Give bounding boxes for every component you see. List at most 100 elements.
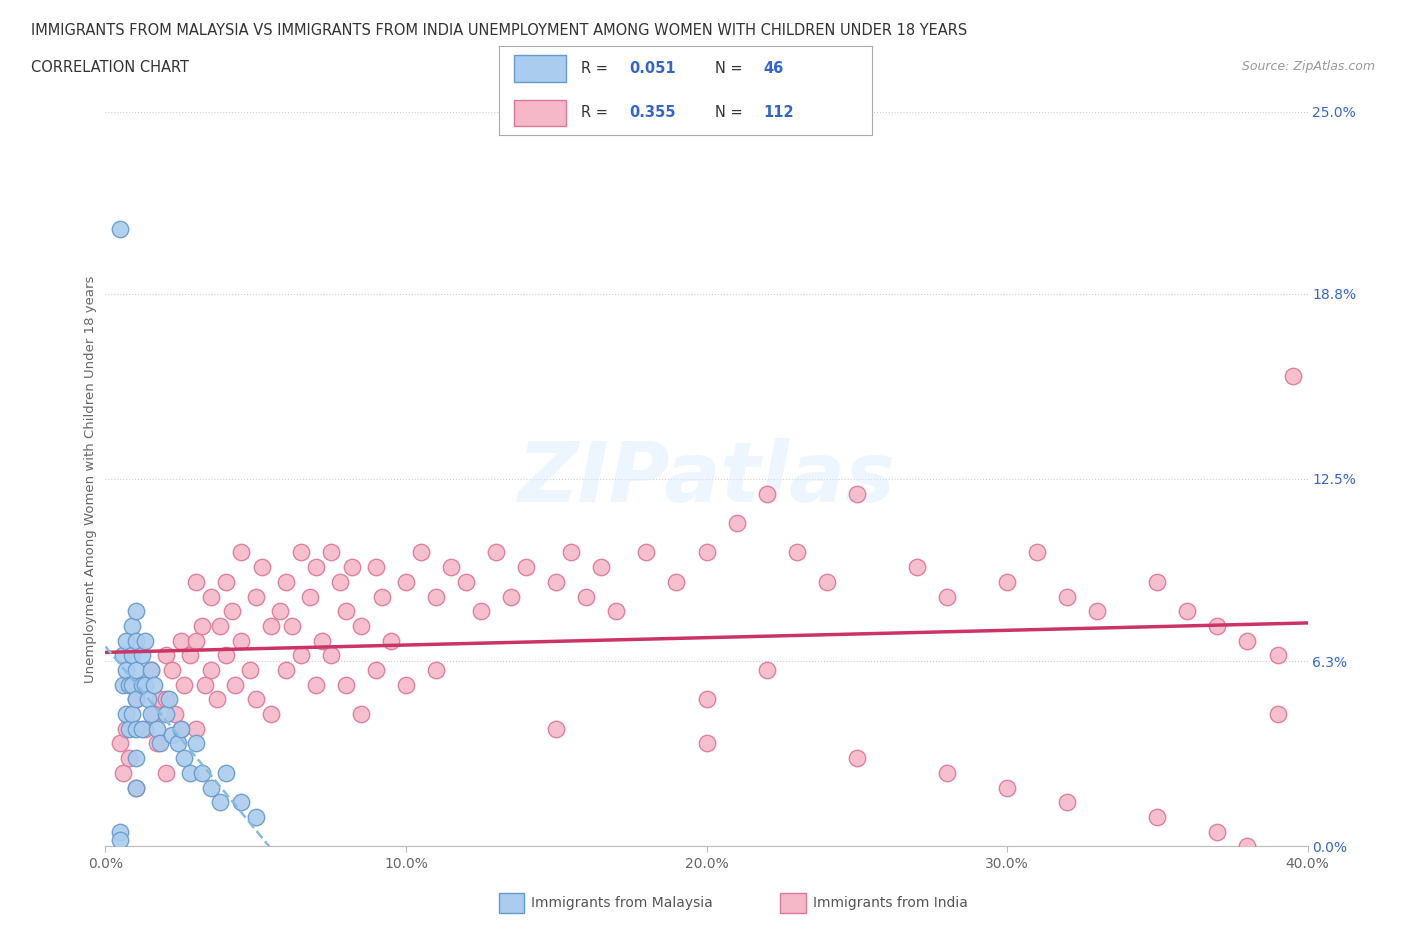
Point xyxy=(696,692,718,707)
Point xyxy=(409,545,432,560)
Point xyxy=(591,560,613,575)
Point xyxy=(1267,648,1289,663)
Point xyxy=(118,751,141,765)
Point xyxy=(200,589,222,604)
Point xyxy=(380,633,402,648)
Point xyxy=(329,575,352,590)
Point xyxy=(224,677,246,692)
Point xyxy=(755,662,778,677)
Text: N =: N = xyxy=(716,61,748,76)
Point xyxy=(245,809,267,824)
Point xyxy=(755,486,778,501)
Point xyxy=(995,780,1018,795)
Point xyxy=(725,515,748,530)
Text: 46: 46 xyxy=(763,61,785,76)
Point xyxy=(148,692,170,707)
Point xyxy=(112,677,135,692)
Point xyxy=(142,677,165,692)
Text: Source: ZipAtlas.com: Source: ZipAtlas.com xyxy=(1241,60,1375,73)
Point xyxy=(1206,824,1229,839)
Point xyxy=(118,722,141,737)
Point xyxy=(155,765,177,780)
Point xyxy=(214,648,236,663)
Point xyxy=(905,560,928,575)
Point xyxy=(1085,604,1108,618)
Point xyxy=(274,662,297,677)
Point xyxy=(110,833,132,848)
Point xyxy=(124,751,146,765)
Point xyxy=(229,633,252,648)
Point xyxy=(131,722,153,737)
Point xyxy=(845,486,868,501)
Point xyxy=(221,604,243,618)
Point xyxy=(208,795,231,810)
Point xyxy=(112,648,135,663)
Text: Immigrants from India: Immigrants from India xyxy=(813,896,967,910)
Point xyxy=(501,589,523,604)
Point xyxy=(139,707,162,722)
Text: N =: N = xyxy=(716,105,748,120)
Point xyxy=(340,560,363,575)
Point xyxy=(305,677,328,692)
Point xyxy=(124,722,146,737)
Point xyxy=(134,633,156,648)
Point xyxy=(115,662,138,677)
Point xyxy=(166,736,188,751)
Point xyxy=(440,560,463,575)
Point xyxy=(131,648,153,663)
Point xyxy=(229,795,252,810)
Point xyxy=(214,575,236,590)
Point xyxy=(364,560,387,575)
Point xyxy=(936,589,959,604)
Point xyxy=(169,722,191,737)
Point xyxy=(636,545,658,560)
Text: ZIPatlas: ZIPatlas xyxy=(517,438,896,520)
Point xyxy=(160,662,183,677)
Point xyxy=(145,736,167,751)
Text: IMMIGRANTS FROM MALAYSIA VS IMMIGRANTS FROM INDIA UNEMPLOYMENT AMONG WOMEN WITH : IMMIGRANTS FROM MALAYSIA VS IMMIGRANTS F… xyxy=(31,23,967,38)
Point xyxy=(665,575,688,590)
Point xyxy=(605,604,627,618)
Point xyxy=(281,618,304,633)
Point xyxy=(115,633,138,648)
Point xyxy=(1146,809,1168,824)
Point xyxy=(395,575,418,590)
Point xyxy=(110,824,132,839)
Point xyxy=(115,707,138,722)
Point xyxy=(425,662,447,677)
Point xyxy=(395,677,418,692)
Point xyxy=(350,707,373,722)
Point xyxy=(155,692,177,707)
Point xyxy=(1236,839,1258,854)
Point xyxy=(936,765,959,780)
Point xyxy=(260,707,283,722)
Point xyxy=(815,575,838,590)
Point xyxy=(124,692,146,707)
Point xyxy=(142,707,165,722)
Point xyxy=(184,722,207,737)
Point xyxy=(696,545,718,560)
Point xyxy=(1056,589,1078,604)
Point xyxy=(290,648,312,663)
Text: R =: R = xyxy=(581,105,613,120)
Point xyxy=(575,589,598,604)
Point xyxy=(364,662,387,677)
Point xyxy=(121,618,143,633)
Point xyxy=(470,604,492,618)
Point xyxy=(239,662,262,677)
Point xyxy=(136,692,159,707)
Point xyxy=(139,662,162,677)
Point xyxy=(371,589,394,604)
Text: 0.051: 0.051 xyxy=(630,61,676,76)
Y-axis label: Unemployment Among Women with Children Under 18 years: Unemployment Among Women with Children U… xyxy=(84,275,97,683)
Point xyxy=(290,545,312,560)
Point xyxy=(1026,545,1049,560)
Point xyxy=(245,589,267,604)
Point xyxy=(173,677,195,692)
Point xyxy=(110,736,132,751)
Point xyxy=(335,677,357,692)
Point xyxy=(200,662,222,677)
Point xyxy=(311,633,333,648)
Point xyxy=(184,736,207,751)
Point xyxy=(190,765,212,780)
